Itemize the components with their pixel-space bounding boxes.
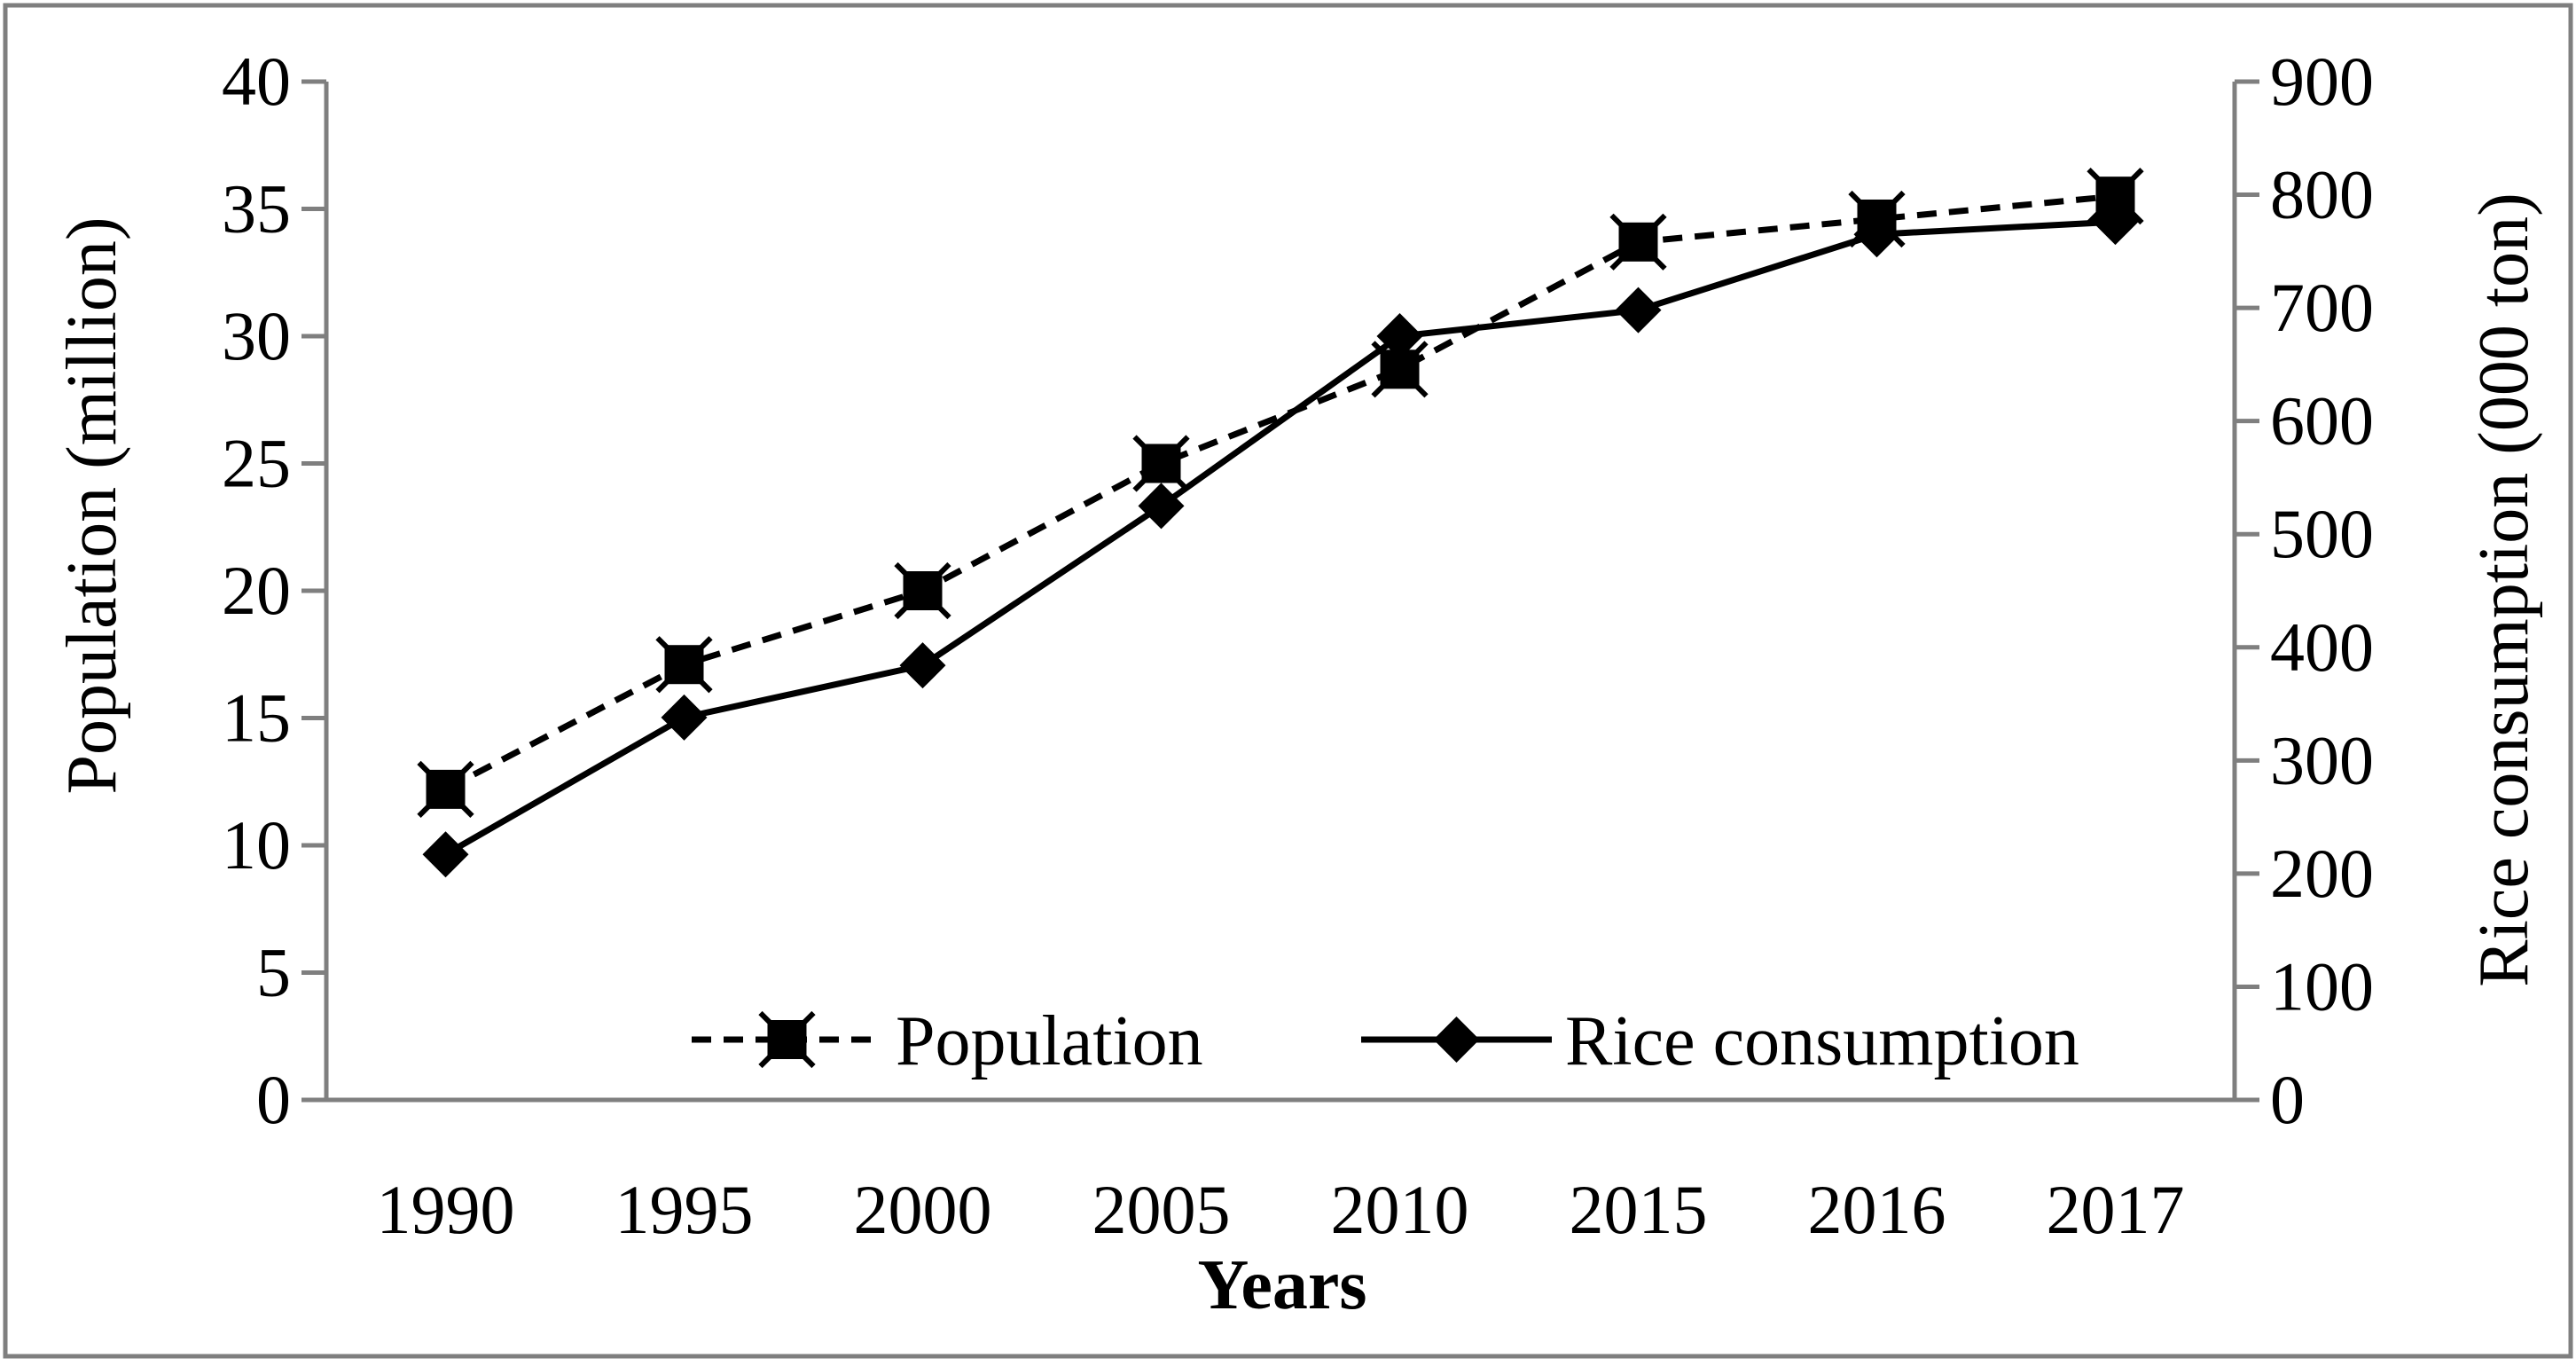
rice-consumption-point (1853, 211, 1900, 258)
population-point (417, 760, 474, 818)
x-tick-label: 2010 (1331, 1171, 1469, 1248)
x-tick-label: 2016 (1808, 1171, 1946, 1248)
marker-cross (655, 636, 713, 694)
x-tick-label: 2015 (1570, 1171, 1708, 1248)
y-tick-label: 30 (222, 297, 291, 374)
marker-cross (417, 760, 474, 818)
y2-tick-label: 300 (2270, 721, 2374, 798)
rice-consumption-point (899, 642, 946, 689)
y-tick-label: 35 (222, 170, 291, 247)
marker-cross (758, 1010, 816, 1069)
marker-cross (1371, 341, 1429, 398)
y2-tick-label: 600 (2270, 382, 2374, 459)
marker-cross (1132, 435, 1190, 492)
population-point (1132, 435, 1190, 492)
x-tick-label: 1995 (615, 1171, 754, 1248)
y-tick-label: 0 (256, 1061, 291, 1138)
rice-consumption-point (1376, 313, 1423, 359)
rice-consumption-point (661, 694, 708, 741)
legend-item-rice-consumption: Rice consumption (1361, 1002, 2079, 1080)
y-tick-label: 40 (222, 43, 291, 120)
x-tick-label: 2005 (1092, 1171, 1231, 1248)
y-tick-label: 15 (222, 679, 291, 757)
y2-tick-label: 900 (2270, 43, 2374, 120)
population-line (443, 192, 2116, 792)
marker-cross (1609, 213, 1667, 271)
chart-frame (3, 3, 2573, 1359)
legend-item-population: Population (692, 1002, 1203, 1080)
x-tick-label: 2000 (854, 1171, 992, 1248)
x-axis-title: Years (1197, 1246, 1366, 1324)
rice-consumption-point (2092, 199, 2139, 246)
y2-axis-title: Rice consumption (000 ton) (2465, 192, 2543, 986)
rice-consumption-point (1138, 483, 1185, 530)
rice-consumption-point (1615, 287, 1662, 334)
y-axis-title: Population (million) (53, 216, 131, 794)
y2-tick-label: 700 (2270, 269, 2374, 346)
population-point (1609, 213, 1667, 271)
y-tick-label: 20 (222, 552, 291, 629)
y2-tick-label: 500 (2270, 495, 2374, 572)
y-tick-label: 5 (256, 934, 291, 1011)
legend-label: Population (896, 1002, 1203, 1080)
rice-consumption-point (422, 831, 469, 878)
x-tick-label: 2017 (2047, 1171, 2185, 1248)
y2-tick-label: 0 (2270, 1061, 2305, 1138)
y-tick-label: 10 (222, 806, 291, 883)
population-point (655, 636, 713, 694)
legend-label: Rice consumption (1565, 1002, 2079, 1080)
marker-cross (894, 561, 951, 620)
x-tick-label: 1990 (377, 1171, 515, 1248)
rice-consumption-line (443, 218, 2116, 858)
y2-tick-label: 200 (2270, 835, 2374, 912)
y2-tick-label: 400 (2270, 608, 2374, 686)
population-point (894, 561, 951, 620)
y2-tick-label: 800 (2270, 156, 2374, 233)
y2-tick-label: 100 (2270, 947, 2374, 1024)
rice-consumption-point (1433, 1017, 1480, 1063)
marker-cross (2087, 168, 2144, 225)
y-tick-label: 25 (222, 425, 291, 502)
population-point (758, 1010, 816, 1069)
